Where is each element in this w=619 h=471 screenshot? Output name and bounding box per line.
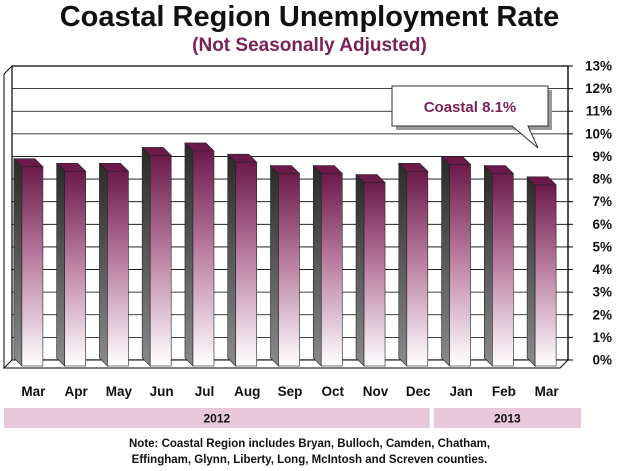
bar bbox=[398, 162, 429, 367]
x-tick-label: Jul bbox=[195, 384, 215, 399]
y-tick-label: 8% bbox=[592, 172, 612, 187]
y-tick-label: 11% bbox=[586, 104, 612, 119]
bar-front bbox=[21, 166, 44, 367]
x-tick-label: Jun bbox=[150, 384, 174, 399]
bar-front bbox=[64, 170, 86, 367]
y-tick-label: 13% bbox=[585, 59, 612, 74]
bar-side bbox=[441, 155, 450, 367]
bar bbox=[184, 142, 215, 367]
bar bbox=[312, 164, 343, 367]
y-tick-label: 12% bbox=[585, 81, 612, 96]
bar-side bbox=[13, 157, 23, 367]
bar bbox=[440, 155, 472, 367]
x-tick-label: Oct bbox=[322, 384, 345, 399]
bar-side bbox=[227, 153, 237, 367]
x-tick-label: Nov bbox=[363, 384, 389, 399]
y-tick-label: 10% bbox=[585, 126, 612, 141]
bar bbox=[355, 173, 386, 367]
bar-side bbox=[141, 146, 151, 367]
bar-front bbox=[406, 170, 429, 367]
bar-front bbox=[449, 164, 471, 367]
annotation-callout: Coastal 8.1% bbox=[391, 85, 552, 149]
bar-front bbox=[107, 170, 129, 367]
x-tick-label: Dec bbox=[406, 384, 431, 399]
callout-text: Coastal 8.1% bbox=[424, 99, 517, 116]
bar-side bbox=[398, 162, 408, 367]
bar bbox=[141, 146, 172, 367]
year-band-label: 2012 bbox=[203, 412, 230, 426]
bar-front bbox=[492, 173, 514, 367]
x-tick-label: Sep bbox=[278, 384, 303, 399]
x-tick-label: Mar bbox=[535, 384, 560, 399]
bar-front bbox=[278, 173, 300, 367]
bar bbox=[55, 162, 87, 367]
x-tick-label: Mar bbox=[21, 384, 46, 399]
plot-edge-left bbox=[3, 65, 13, 75]
bar-side bbox=[312, 164, 322, 367]
y-tick-label: 7% bbox=[592, 194, 612, 209]
bar-side bbox=[56, 162, 65, 367]
bar bbox=[269, 164, 301, 367]
bar-front bbox=[363, 182, 386, 367]
chart-subtitle: (Not Seasonally Adjusted) bbox=[192, 35, 427, 56]
callout-box bbox=[391, 85, 549, 149]
year-bands: 2012 2013 bbox=[4, 408, 581, 428]
bar-side bbox=[270, 164, 279, 367]
x-tick-label: May bbox=[106, 384, 133, 399]
chart-title: Coastal Region Unemployment Rate bbox=[59, 1, 560, 33]
unemployment-bar-chart: 0%1%2%3%4%5%6%7%8%9%10%11%12%13% Mar Apr M… bbox=[2, 59, 612, 428]
chart-note: Note: Coastal Region includes Bryan, Bul… bbox=[0, 436, 619, 468]
x-axis-labels: Mar Apr May Jun Jul Aug Sep Oct Nov Dec Jan Feb Mar bbox=[21, 384, 559, 399]
bar bbox=[526, 176, 557, 367]
y-tick-label: 9% bbox=[592, 149, 612, 164]
bar-side bbox=[355, 173, 365, 367]
x-tick-label: Apr bbox=[65, 384, 89, 399]
year-band bbox=[433, 408, 581, 428]
y-tick-label: 2% bbox=[592, 307, 612, 322]
y-tick-label: 5% bbox=[592, 239, 612, 254]
bar bbox=[227, 153, 258, 367]
y-tick-label: 1% bbox=[592, 330, 612, 345]
x-tick-label: Aug bbox=[234, 384, 260, 399]
y-tick-label: 4% bbox=[592, 262, 612, 277]
year-band bbox=[4, 408, 430, 428]
bar-front bbox=[534, 184, 557, 367]
bar-front bbox=[320, 173, 343, 367]
note-line-2: Effingham, Glynn, Liberty, Long, McIntos… bbox=[131, 454, 488, 466]
bar-side bbox=[99, 162, 108, 367]
bar-front bbox=[235, 161, 258, 367]
bars bbox=[13, 142, 557, 367]
year-band-label: 2013 bbox=[494, 412, 521, 426]
bar bbox=[483, 164, 515, 367]
y-tick-label: 3% bbox=[592, 285, 612, 300]
bar-front bbox=[149, 155, 172, 367]
x-tick-label: Feb bbox=[492, 384, 516, 399]
bar bbox=[13, 157, 44, 367]
bar-side bbox=[526, 176, 536, 367]
bar-front bbox=[192, 150, 215, 367]
note-line-1: Note: Coastal Region includes Bryan, Bul… bbox=[128, 438, 491, 450]
bar bbox=[98, 162, 130, 367]
x-tick-label: Jan bbox=[449, 384, 472, 399]
y-tick-label: 0% bbox=[592, 353, 612, 368]
y-tick-label: 6% bbox=[592, 217, 612, 232]
bar-side bbox=[184, 142, 194, 367]
bar-side bbox=[484, 164, 493, 367]
y-axis-ticks: 0% 1% 2% 3% 4% 5% 6% 7% 8% 9% 10% 11% 12% 13% bbox=[567, 59, 612, 368]
